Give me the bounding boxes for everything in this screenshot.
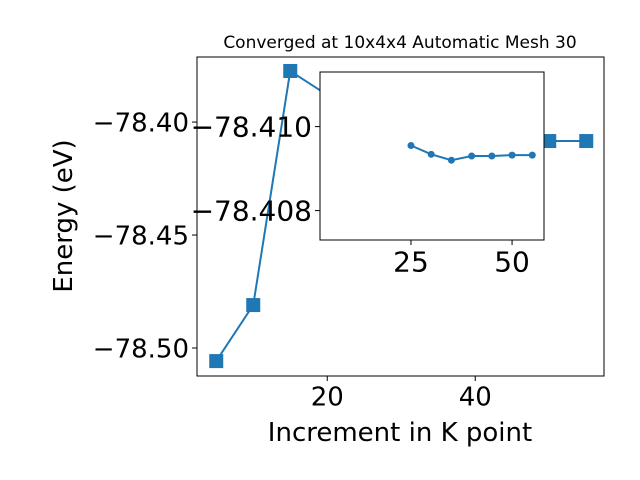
x-tick-label: 50 [494, 246, 530, 279]
x-tick-label: 20 [311, 383, 344, 413]
marker [447, 156, 455, 164]
y-tick-label: −78.410 [191, 111, 312, 144]
y-tick-label: −78.50 [93, 334, 189, 364]
marker [283, 64, 298, 79]
y-axis-label: Energy (eV) [49, 139, 79, 292]
marker [579, 134, 594, 149]
marker [468, 152, 476, 160]
x-tick-label: 25 [393, 246, 429, 279]
marker [542, 134, 557, 149]
axes-frame [319, 71, 545, 241]
marker [427, 150, 435, 158]
marker [508, 151, 516, 159]
y-tick-label: −78.408 [191, 195, 312, 228]
marker [407, 142, 415, 149]
marker [488, 152, 496, 160]
y-tick-label: −78.40 [93, 108, 189, 138]
marker [246, 298, 261, 313]
chart-title: Converged at 10x4x4 Automatic Mesh 30 [223, 33, 576, 53]
y-tick-label: −78.45 [93, 221, 189, 251]
marker [528, 151, 536, 159]
plot-group [407, 142, 536, 164]
marker [209, 354, 224, 369]
axes-frame [196, 56, 605, 377]
x-axis-label: Increment in K point [268, 418, 532, 448]
x-tick-label: 40 [459, 383, 492, 413]
